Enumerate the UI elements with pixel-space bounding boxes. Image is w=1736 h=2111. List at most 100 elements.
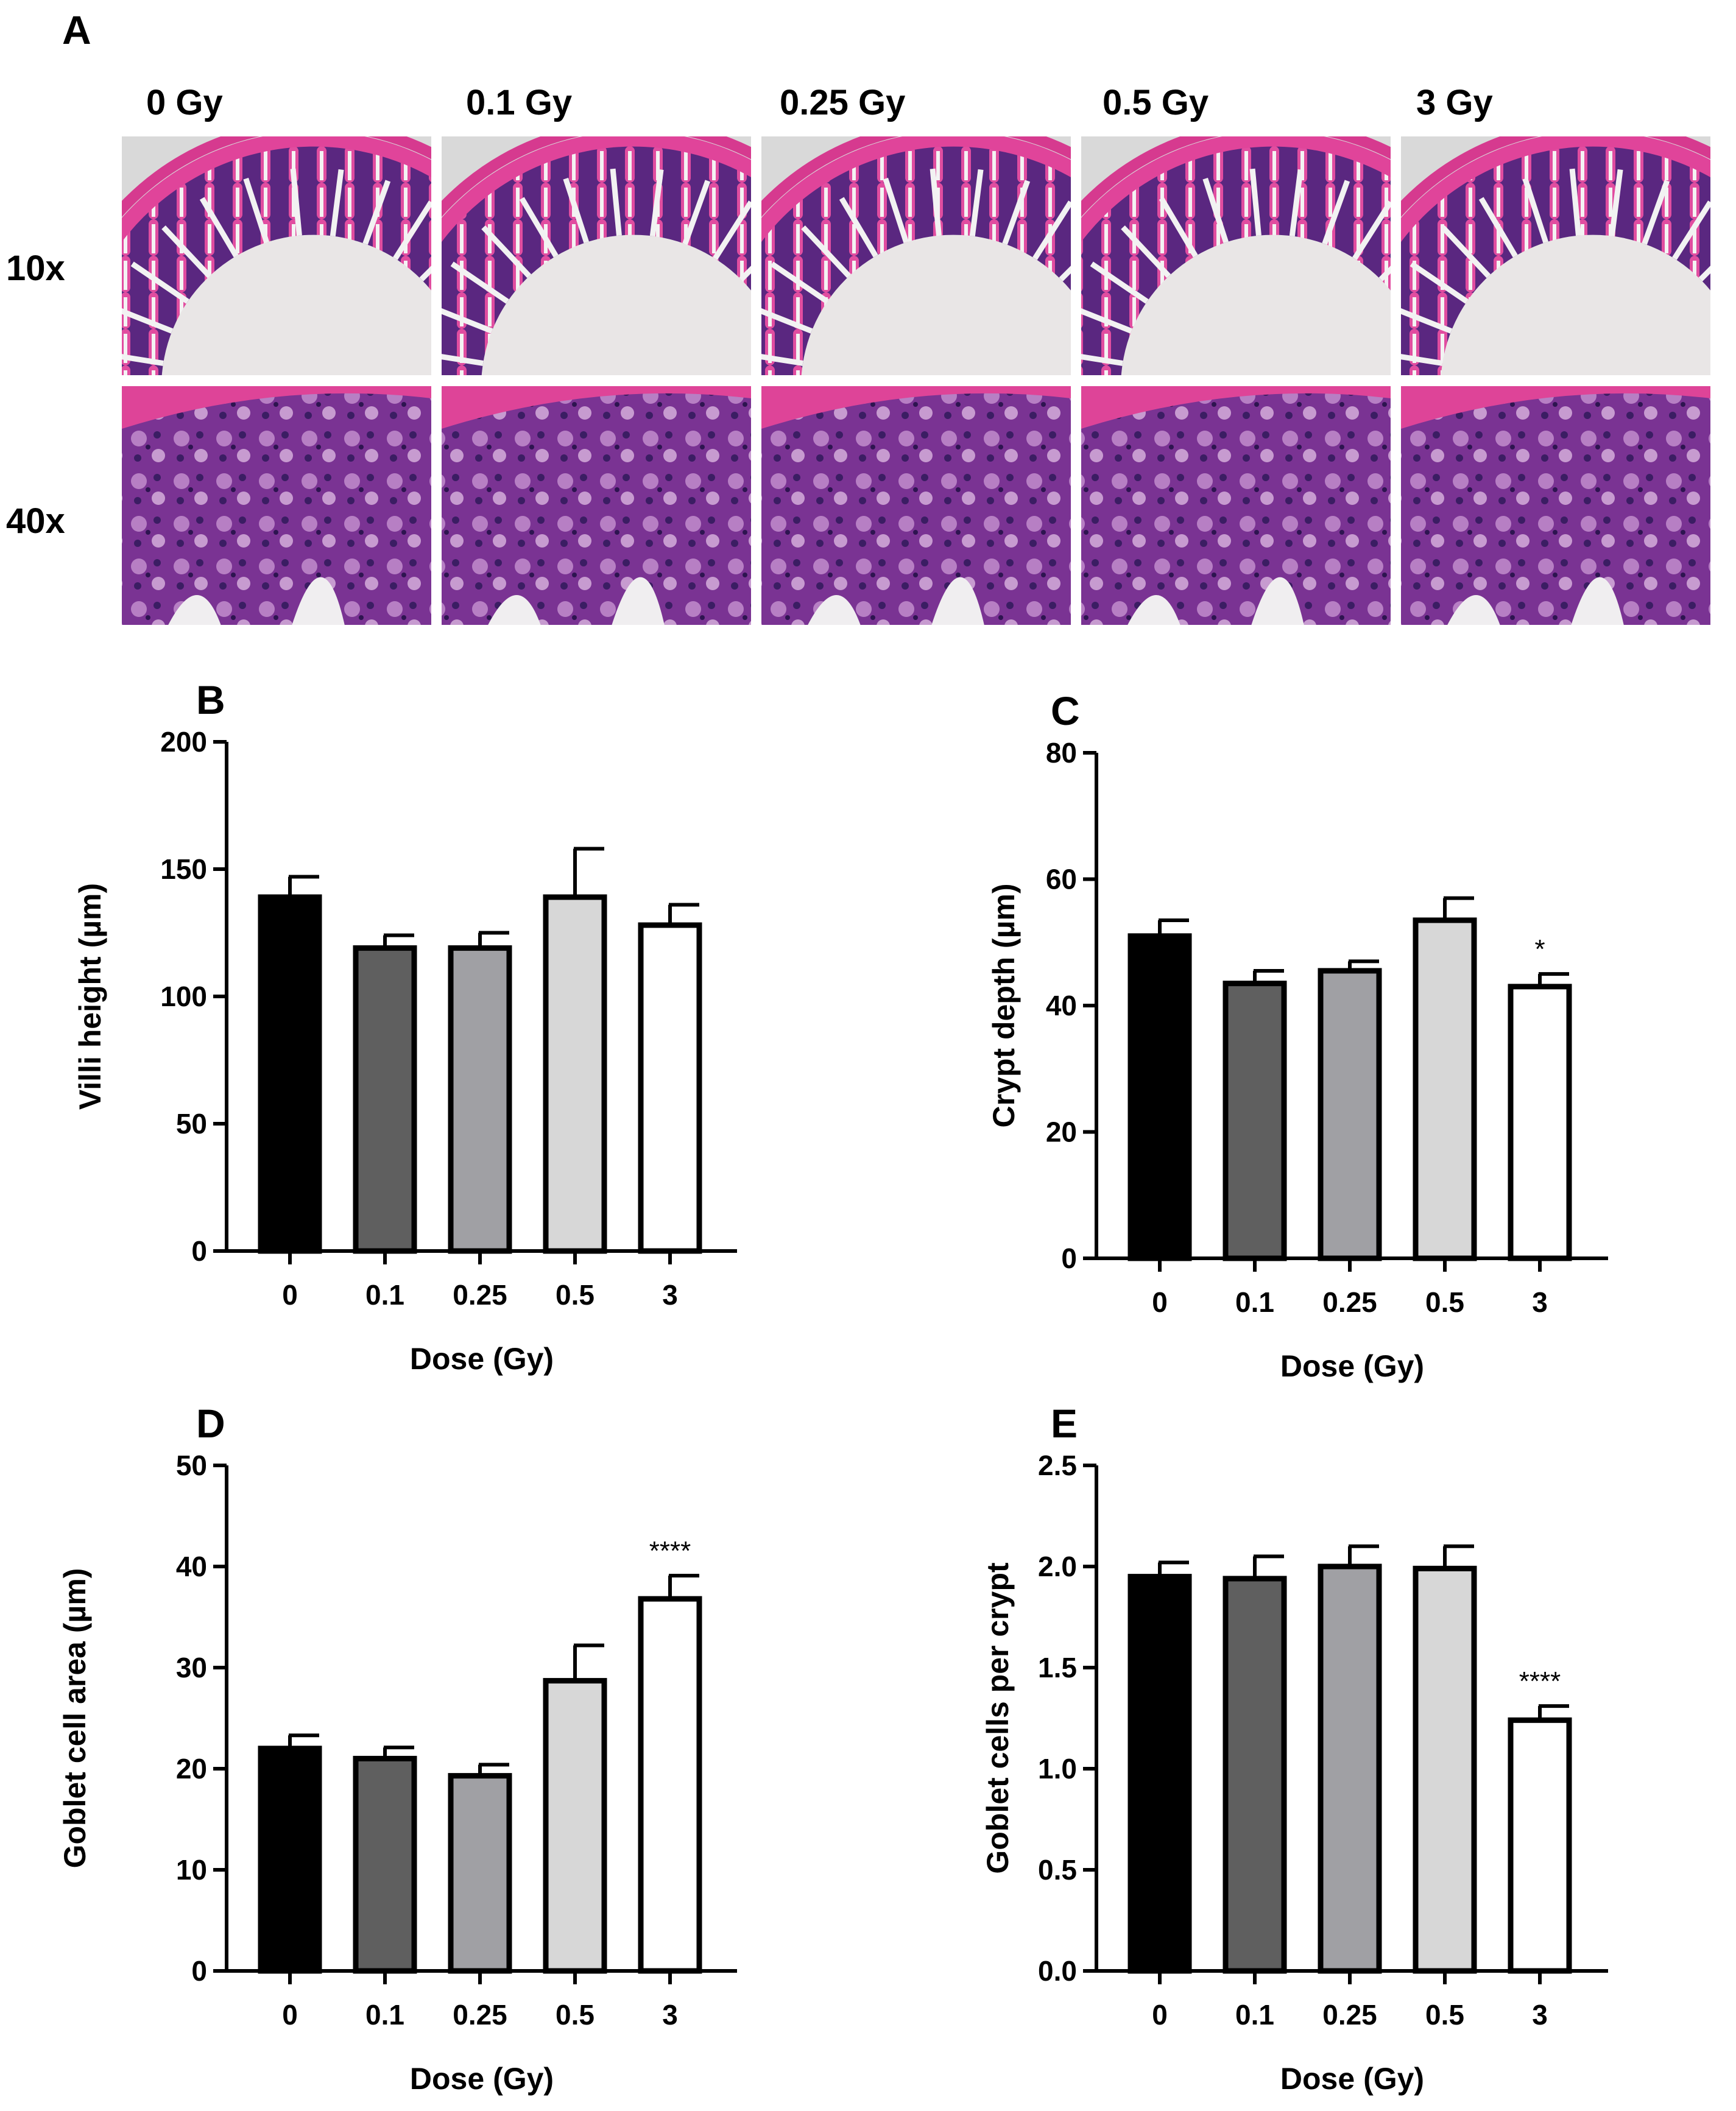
chart-e: E 0.0 0.5 1.0 1.5 2.0 2.5 0 0.1 0.25 0.5 3 **** Dose …	[981, 1401, 1608, 2096]
x-tick-label: 0.25	[1322, 1999, 1377, 2031]
bar-0.25	[1318, 968, 1382, 1261]
micrograph-10x-col2	[442, 136, 751, 375]
y-tick-label: 20	[176, 1753, 207, 1785]
column-label-0.1gy: 0.1 Gy	[466, 83, 572, 122]
x-tick-label: 0.5	[1425, 1999, 1464, 2031]
panel-d-label: D	[196, 1401, 225, 1446]
bar-0.1	[353, 945, 417, 1254]
chart-b: B 0 50 100 150 200 0 0.1 0.25 0.5 3 Dose (Gy) Villi …	[73, 677, 737, 1376]
x-tick-label: 3	[662, 1279, 678, 1311]
bar-0.25	[448, 1773, 512, 1974]
y-tick-label: 200	[160, 726, 207, 758]
bar-0	[258, 1746, 322, 1974]
significance-marker: ****	[1519, 1666, 1561, 1696]
x-tick-label: 0.5	[1425, 1286, 1464, 1318]
x-tick-label: 0.25	[453, 1999, 507, 2031]
bar-0.25	[448, 945, 512, 1254]
y-tick-label: 40	[176, 1551, 207, 1582]
micrograph-10x-col3	[761, 136, 1071, 375]
y-tick-label: 20	[1046, 1116, 1077, 1148]
micrograph-10x-col1	[122, 136, 431, 375]
y-tick-label: 80	[1046, 737, 1077, 769]
row-label-10x: 10x	[6, 248, 65, 288]
column-label-0.5gy: 0.5 Gy	[1103, 83, 1208, 122]
x-tick-label: 0	[282, 1279, 298, 1311]
x-tick-label: 0.25	[1322, 1286, 1377, 1318]
bar-3	[1508, 984, 1572, 1261]
panel-c-label: C	[1051, 688, 1080, 733]
bar-0.5	[543, 1678, 607, 1974]
chart-d: D 0 10 20 30 40 50 0 0.1 0.25 0.5 3 **** Dose (Gy) Gob…	[58, 1401, 737, 2096]
micrograph-grid	[122, 136, 1710, 625]
panel-b-label: B	[196, 677, 225, 722]
significance-marker: *	[1534, 934, 1545, 964]
y-tick-label: 30	[176, 1652, 207, 1683]
y-tick-label: 0.5	[1038, 1854, 1077, 1886]
y-tick-label: 10	[176, 1854, 207, 1886]
x-tick-label: 0.1	[1235, 1999, 1274, 2031]
x-tick-label: 0.5	[556, 1999, 595, 2031]
x-tick-label: 0	[1152, 1286, 1168, 1318]
y-tick-label: 100	[160, 981, 207, 1012]
x-tick-label: 3	[1532, 1286, 1548, 1318]
x-tick-label: 0.1	[365, 1279, 404, 1311]
bar-0.1	[353, 1755, 417, 1974]
y-tick-label: 2.5	[1038, 1450, 1077, 1481]
y-tick-label: 2.0	[1038, 1551, 1077, 1582]
y-tick-label: 0	[191, 1235, 207, 1267]
x-tick-label: 0	[1152, 1999, 1168, 2031]
column-label-0gy: 0 Gy	[146, 83, 223, 122]
panel-e-label: E	[1051, 1401, 1078, 1446]
y-tick-label: 150	[160, 853, 207, 885]
y-tick-label: 60	[1046, 864, 1077, 895]
x-axis-label: Dose (Gy)	[1280, 1349, 1424, 1383]
bar-0.5	[1413, 1565, 1477, 1974]
micrograph-40x-col3	[761, 386, 1071, 625]
micrograph-40x-col1	[122, 386, 431, 625]
x-tick-label: 0.1	[365, 1999, 404, 2031]
bar-0	[1127, 933, 1192, 1261]
y-axis-label: Goblet cells per crypt	[981, 1562, 1015, 1874]
micrograph-10x-col4	[1081, 136, 1391, 375]
micrograph-10x-col5	[1401, 136, 1710, 375]
y-axis-label: Villi height (µm)	[73, 883, 107, 1110]
y-tick-label: 1.5	[1038, 1652, 1077, 1683]
panel-a: A 0 Gy 0.1 Gy 0.25 Gy 0.5 Gy 3 Gy 10x 40…	[6, 7, 1710, 625]
y-tick-label: 50	[176, 1450, 207, 1481]
micrograph-40x-col5	[1401, 386, 1710, 625]
bar-0.5	[543, 894, 607, 1254]
x-tick-label: 0.5	[556, 1279, 595, 1311]
x-tick-label: 3	[662, 1999, 678, 2031]
x-axis-label: Dose (Gy)	[410, 1342, 554, 1376]
bar-0	[258, 894, 322, 1254]
bar-0	[1127, 1574, 1192, 1974]
row-label-40x: 40x	[6, 501, 65, 541]
x-tick-label: 0	[282, 1999, 298, 2031]
y-tick-label: 40	[1046, 990, 1077, 1021]
y-tick-label: 0	[191, 1955, 207, 1987]
panel-a-label: A	[62, 7, 91, 52]
bar-3	[638, 1596, 702, 1974]
x-axis-label: Dose (Gy)	[410, 2062, 554, 2096]
y-tick-label: 0	[1061, 1242, 1077, 1274]
y-axis-label: Crypt depth (µm)	[987, 883, 1021, 1127]
bar-0.1	[1223, 1576, 1287, 1974]
chart-c: C 0 20 40 60 80 0 0.1 0.25 0.5 3 * Dose (Gy) Crypt de…	[987, 688, 1608, 1383]
x-tick-label: 0.1	[1235, 1286, 1274, 1318]
bar-3	[1508, 1717, 1572, 1974]
bar-0.25	[1318, 1563, 1382, 1974]
x-axis-label: Dose (Gy)	[1280, 2062, 1424, 2096]
y-tick-label: 50	[176, 1108, 207, 1140]
bar-0.1	[1223, 981, 1287, 1261]
x-tick-label: 3	[1532, 1999, 1548, 2031]
micrograph-40x-col4	[1081, 386, 1391, 625]
y-tick-label: 0.0	[1038, 1955, 1077, 1987]
column-label-0.25gy: 0.25 Gy	[780, 83, 905, 122]
y-axis-label: Goblet cell area (µm)	[58, 1568, 92, 1869]
y-tick-label: 1.0	[1038, 1753, 1077, 1785]
significance-marker: ****	[649, 1536, 691, 1566]
micrograph-40x-col2	[442, 386, 751, 625]
x-tick-label: 0.25	[453, 1279, 507, 1311]
